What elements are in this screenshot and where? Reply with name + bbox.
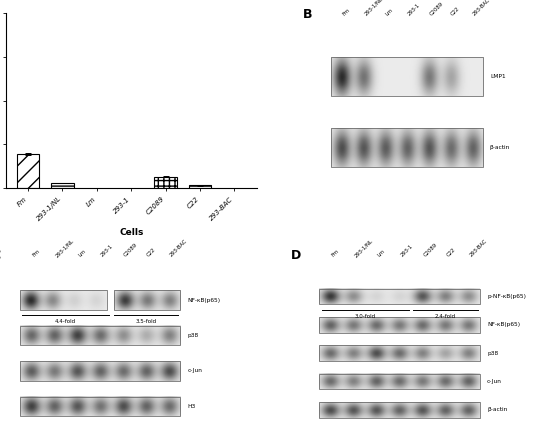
Text: Fm: Fm <box>342 7 351 17</box>
Text: Lm: Lm <box>385 7 394 17</box>
Bar <box>20 361 180 381</box>
Text: C2089: C2089 <box>123 242 139 258</box>
Text: 3.5-fold: 3.5-fold <box>135 319 157 325</box>
Bar <box>114 290 180 310</box>
Text: C22: C22 <box>146 247 157 258</box>
Bar <box>320 289 480 304</box>
Text: 293-BAC: 293-BAC <box>169 238 188 258</box>
X-axis label: Cells: Cells <box>119 228 144 237</box>
Text: 3.0-fold: 3.0-fold <box>355 314 376 319</box>
Text: 2.4-fold: 2.4-fold <box>435 314 456 319</box>
Bar <box>20 290 107 310</box>
Text: Lm: Lm <box>77 249 86 258</box>
Bar <box>20 326 180 345</box>
Bar <box>320 346 480 361</box>
Text: p38: p38 <box>188 333 199 338</box>
Text: 293-1/NL: 293-1/NL <box>363 0 383 17</box>
Text: p-NF-κB(p65): p-NF-κB(p65) <box>487 294 526 299</box>
Bar <box>331 57 483 96</box>
Text: Lm: Lm <box>377 249 386 258</box>
Text: Fm: Fm <box>31 248 41 258</box>
Bar <box>189 185 211 188</box>
Text: 293-BAC: 293-BAC <box>469 238 488 258</box>
Text: C2089: C2089 <box>428 1 444 17</box>
Text: C2089: C2089 <box>422 242 438 258</box>
Text: β-actin: β-actin <box>490 145 510 150</box>
Bar <box>320 317 480 332</box>
Bar <box>51 183 74 188</box>
Text: NF-κB(p65): NF-κB(p65) <box>487 322 520 327</box>
Bar <box>17 154 39 188</box>
Text: c-Jun: c-Jun <box>487 379 502 384</box>
Text: 293-1: 293-1 <box>399 244 414 258</box>
Bar <box>20 396 180 416</box>
Text: c-Jun: c-Jun <box>188 368 202 373</box>
Text: 4.4-fold: 4.4-fold <box>55 319 76 325</box>
Text: β-actin: β-actin <box>487 407 507 412</box>
Bar <box>155 177 177 188</box>
Text: p38: p38 <box>487 351 498 356</box>
Text: C22: C22 <box>450 6 461 17</box>
Text: B: B <box>303 8 313 21</box>
Text: 293-1/NL: 293-1/NL <box>354 237 374 258</box>
Text: 293-1/NL: 293-1/NL <box>54 237 75 258</box>
Bar <box>320 402 480 417</box>
Text: C22: C22 <box>446 247 456 258</box>
Text: NF-κB(p65): NF-κB(p65) <box>188 297 221 303</box>
Bar <box>320 374 480 389</box>
Text: 293-1: 293-1 <box>100 244 114 258</box>
Bar <box>331 128 483 167</box>
Text: LMP1: LMP1 <box>490 74 505 79</box>
Text: 293-BAC: 293-BAC <box>472 0 492 17</box>
Text: Fm: Fm <box>331 248 340 258</box>
Text: D: D <box>290 249 301 262</box>
Text: H3: H3 <box>188 404 196 409</box>
Text: 293-1: 293-1 <box>407 2 421 17</box>
